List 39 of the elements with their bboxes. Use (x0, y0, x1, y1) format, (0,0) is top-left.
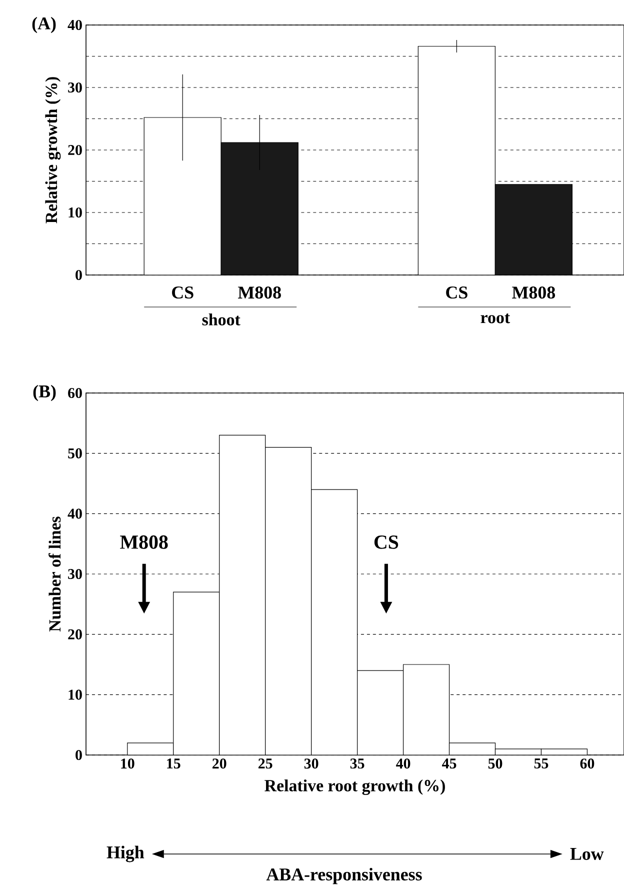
x-tick-label: 60 (580, 758, 594, 769)
x-tick-label: 15 (167, 758, 180, 769)
y-axis-title: Number of lines (48, 516, 61, 632)
x-tick-label: 35 (350, 758, 364, 769)
y-tick-label: 40 (68, 508, 82, 519)
x-tick-label: 55 (534, 758, 548, 768)
y-tick-label: 20 (68, 629, 82, 640)
y-axis-title: Relative growth (%) (45, 77, 61, 224)
y-tick-label: 40 (68, 20, 82, 30)
y-tick-label: 30 (68, 82, 82, 93)
y-tick-label: 10 (68, 690, 82, 700)
x-axis-title: Relative root growth (%) (264, 779, 445, 795)
y-tick-label: 0 (76, 270, 82, 280)
y-tick-label: 20 (68, 144, 82, 156)
series-label: CS (172, 286, 194, 299)
chart-title: (A) (32, 16, 56, 34)
text: High (106, 846, 144, 862)
annotation: CS (374, 535, 398, 549)
text: M808 (512, 286, 556, 299)
y-tick-label: 50 (68, 448, 82, 458)
text: ABA-responsiveness (266, 868, 422, 884)
chart-title: (B) (33, 384, 56, 402)
x-tick-label: shoot (202, 314, 240, 326)
y-tick-label: 60 (68, 388, 82, 398)
y-tick-label: 0 (76, 750, 82, 760)
y-tick-label: 30 (68, 568, 82, 580)
x-tick-label: 40 (396, 758, 410, 769)
x-tick-label: 50 (488, 758, 502, 769)
x-tick-label: 20 (212, 758, 226, 769)
text: Low (570, 848, 604, 860)
x-tick-label: 45 (442, 758, 456, 768)
series-label: M808 (238, 286, 281, 299)
x-tick-label: 25 (258, 758, 272, 769)
x-tick-label: root (480, 314, 510, 324)
text: CS (446, 286, 468, 299)
annotation: M808 (120, 535, 168, 549)
y-tick-label: 10 (68, 207, 82, 218)
x-tick-label: 10 (121, 758, 134, 769)
x-tick-label: 30 (304, 758, 318, 769)
